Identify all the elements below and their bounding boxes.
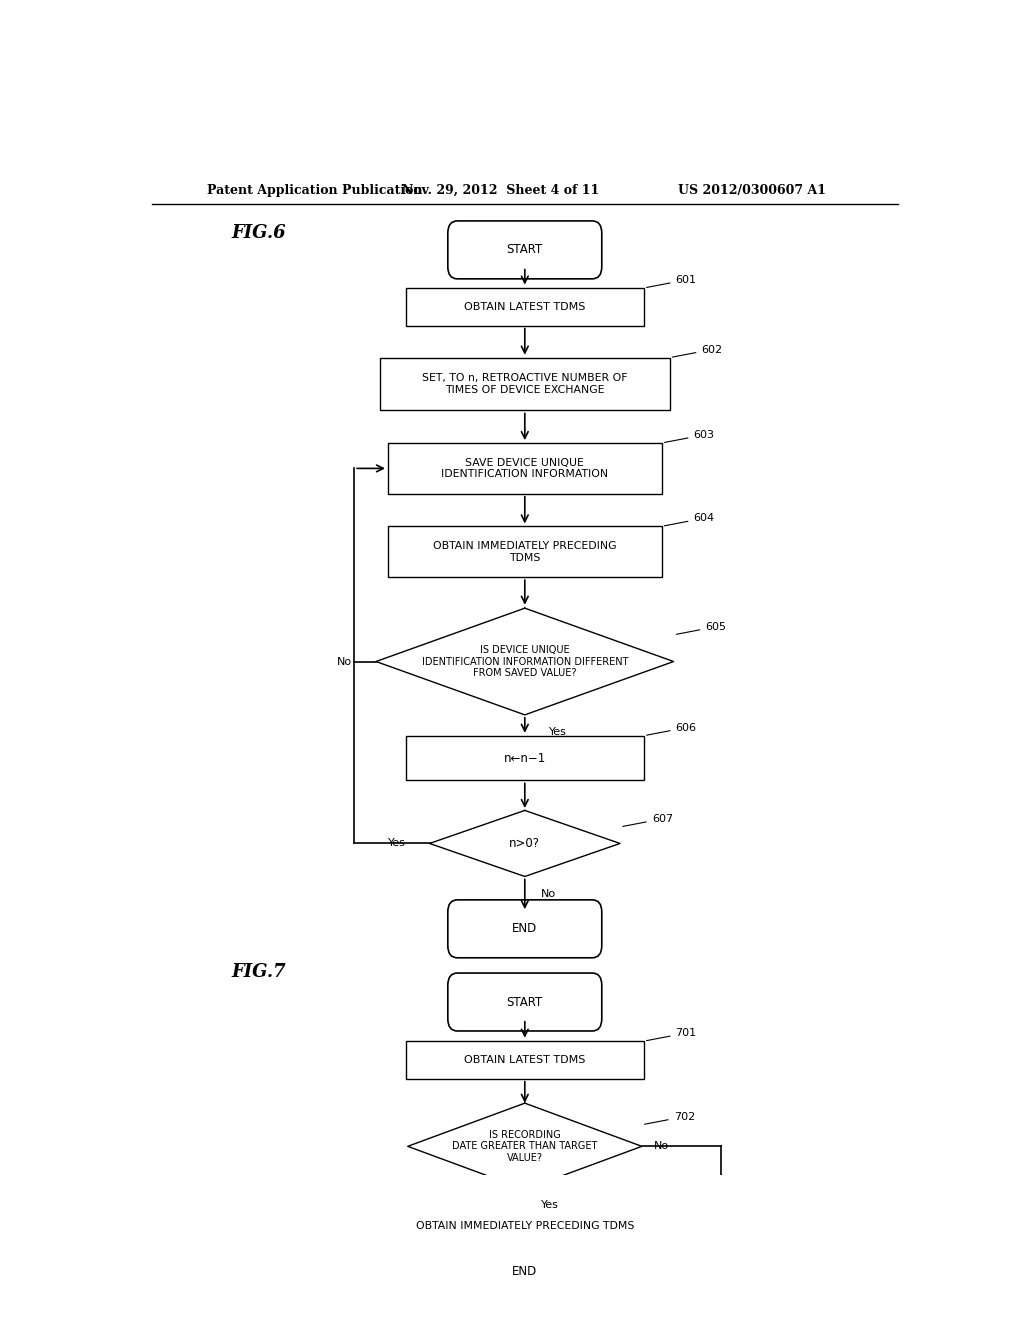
Text: 601: 601 (646, 275, 696, 288)
Text: OBTAIN LATEST TDMS: OBTAIN LATEST TDMS (464, 302, 586, 312)
Bar (406, 1041, 644, 1078)
Text: 702: 702 (644, 1111, 695, 1125)
Bar (406, 288, 644, 326)
Text: n>0?: n>0? (509, 837, 541, 850)
Text: 701: 701 (646, 1028, 696, 1040)
Text: US 2012/0300607 A1: US 2012/0300607 A1 (678, 183, 826, 197)
Text: 605: 605 (676, 622, 726, 635)
Text: 607: 607 (623, 814, 673, 826)
Text: SAVE DEVICE UNIQUE
IDENTIFICATION INFORMATION: SAVE DEVICE UNIQUE IDENTIFICATION INFORM… (441, 458, 608, 479)
Text: Yes: Yes (549, 727, 566, 737)
Bar (367, 1206, 684, 1245)
Text: START: START (507, 995, 543, 1008)
Text: No: No (653, 1142, 669, 1151)
FancyBboxPatch shape (447, 1242, 602, 1300)
Text: Patent Application Publication: Patent Application Publication (207, 183, 423, 197)
Text: 604: 604 (665, 513, 715, 525)
Text: START: START (507, 243, 543, 256)
Text: OBTAIN LATEST TDMS: OBTAIN LATEST TDMS (464, 1055, 586, 1065)
Text: OBTAIN IMMEDIATELY PRECEDING
TDMS: OBTAIN IMMEDIATELY PRECEDING TDMS (433, 541, 616, 562)
Text: No: No (337, 656, 352, 667)
Text: 602: 602 (673, 345, 723, 358)
Text: No: No (541, 888, 556, 899)
FancyBboxPatch shape (447, 220, 602, 279)
Text: IS RECORDING
DATE GREATER THAN TARGET
VALUE?: IS RECORDING DATE GREATER THAN TARGET VA… (453, 1130, 597, 1163)
Bar (406, 735, 644, 780)
Bar (388, 444, 662, 494)
Text: n←n−1: n←n−1 (504, 751, 546, 764)
Text: FIG.6: FIG.6 (231, 224, 286, 243)
Text: FIG.7: FIG.7 (231, 964, 286, 981)
FancyBboxPatch shape (447, 973, 602, 1031)
Text: IS DEVICE UNIQUE
IDENTIFICATION INFORMATION DIFFERENT
FROM SAVED VALUE?: IS DEVICE UNIQUE IDENTIFICATION INFORMAT… (422, 645, 628, 678)
Text: END: END (512, 923, 538, 936)
Text: Nov. 29, 2012  Sheet 4 of 11: Nov. 29, 2012 Sheet 4 of 11 (402, 183, 600, 197)
Bar (380, 358, 670, 411)
FancyBboxPatch shape (447, 900, 602, 958)
Text: 603: 603 (665, 430, 715, 442)
Text: OBTAIN IMMEDIATELY PRECEDING TDMS: OBTAIN IMMEDIATELY PRECEDING TDMS (416, 1221, 634, 1230)
Text: 606: 606 (646, 722, 696, 735)
Text: Yes: Yes (388, 838, 406, 849)
Bar (388, 527, 662, 577)
Text: SET, TO n, RETROACTIVE NUMBER OF
TIMES OF DEVICE EXCHANGE: SET, TO n, RETROACTIVE NUMBER OF TIMES O… (422, 374, 628, 395)
Text: Yes: Yes (541, 1200, 558, 1209)
Text: END: END (512, 1265, 538, 1278)
